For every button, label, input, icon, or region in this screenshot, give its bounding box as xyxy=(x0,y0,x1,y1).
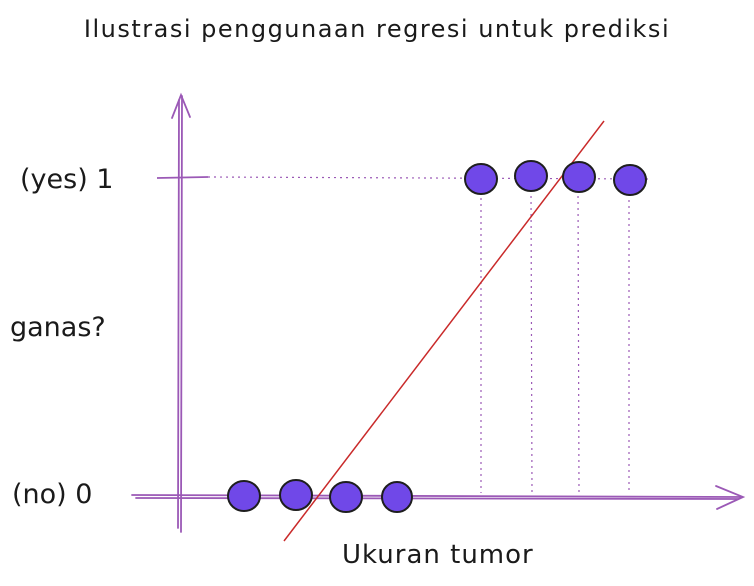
y-axis xyxy=(171,92,191,533)
data-point xyxy=(613,164,647,196)
x-axis xyxy=(131,485,746,510)
data-point xyxy=(227,480,261,512)
y-tick-yes-label: (yes) 1 xyxy=(20,164,114,195)
diagram-title: Ilustrasi penggunaan regresi untuk predi… xyxy=(84,15,670,43)
x-axis-label: Ukuran tumor xyxy=(342,540,534,570)
drop-line xyxy=(577,189,580,494)
data-point xyxy=(381,481,413,513)
data-point xyxy=(279,479,313,511)
data-point xyxy=(514,160,548,192)
data-point xyxy=(464,163,498,195)
data-point xyxy=(562,161,596,193)
guide-line-yes xyxy=(207,176,651,180)
points-no xyxy=(227,479,413,513)
y-axis-label: ganas? xyxy=(10,312,106,343)
y-tick-yes-mark xyxy=(156,176,209,179)
points-yes xyxy=(464,160,647,196)
drop-lines xyxy=(480,189,630,494)
data-point xyxy=(329,481,363,513)
y-tick-no-label: (no) 0 xyxy=(12,479,92,510)
regression-line xyxy=(283,120,605,542)
drop-line xyxy=(530,189,533,494)
